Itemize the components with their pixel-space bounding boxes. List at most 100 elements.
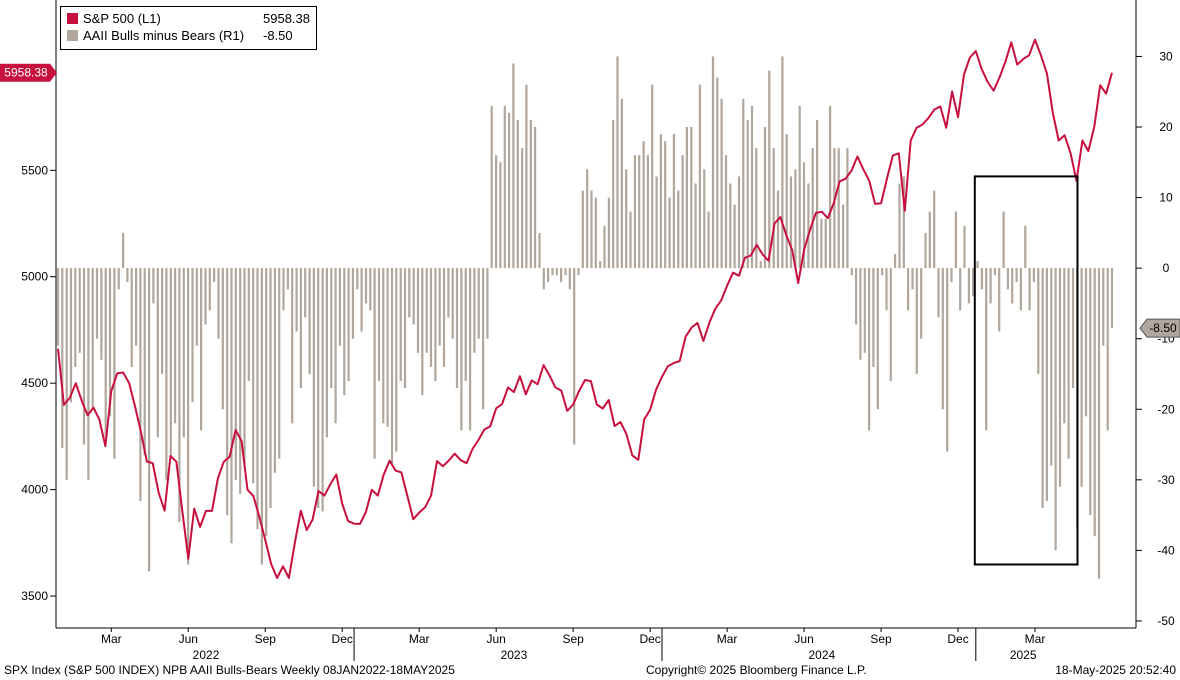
- left-tick-label: 4000: [21, 483, 48, 497]
- aaii-bar: [399, 268, 402, 381]
- aaii-bar: [1032, 268, 1035, 283]
- left-tick-label: 4500: [21, 376, 48, 390]
- aaii-bar: [351, 268, 354, 339]
- aaii-bar: [204, 268, 207, 325]
- x-month-label: Mar: [409, 632, 430, 646]
- aaii-bar: [941, 268, 944, 410]
- aaii-bar: [737, 176, 741, 269]
- aaii-bar: [460, 268, 463, 431]
- aaii-bar: [321, 268, 324, 512]
- aaii-bar: [503, 105, 506, 269]
- aaii-bar: [325, 268, 328, 438]
- aaii-bar: [1050, 268, 1053, 466]
- aaii-bar: [499, 162, 502, 269]
- aaii-bar: [252, 268, 255, 484]
- aaii-bar: [707, 211, 710, 269]
- aaii-bar: [993, 268, 996, 276]
- aaii-bar: [980, 268, 983, 290]
- aaii-bar: [846, 148, 849, 269]
- aaii-bar: [152, 268, 155, 304]
- aaii-bar: [954, 211, 957, 269]
- aaii-bar: [247, 268, 250, 381]
- aaii-bar: [403, 268, 407, 389]
- aaii-bar: [1054, 268, 1057, 551]
- aaii-bar: [729, 183, 732, 269]
- aaii-bar: [672, 134, 675, 269]
- aaii-bar: [885, 268, 888, 311]
- aaii-bar: [230, 268, 233, 544]
- x-month-label: Mar: [1025, 632, 1046, 646]
- aaii-bar: [776, 190, 780, 269]
- aaii-bar: [1071, 268, 1075, 389]
- right-tick-label: 30: [1159, 49, 1173, 63]
- aaii-bar: [295, 268, 298, 332]
- aaii-bar: [382, 268, 385, 424]
- aaii-bar: [425, 268, 428, 353]
- aaii-bar: [911, 268, 914, 290]
- aaii-bar: [100, 268, 103, 360]
- aaii-bar: [221, 268, 224, 410]
- legend-label-aaii: AAII Bulls minus Bears (R1): [83, 28, 245, 43]
- aaii-bar: [490, 105, 493, 269]
- x-year-label: 2022: [193, 648, 220, 662]
- aaii-bar: [976, 261, 979, 269]
- legend-value-aaii: -8.50: [263, 28, 293, 43]
- aaii-bar: [651, 84, 654, 269]
- aaii-bar: [629, 211, 632, 269]
- aaii-bar: [200, 268, 203, 431]
- aaii-bar: [568, 268, 571, 290]
- aaii-bar: [347, 268, 350, 381]
- aaii-bar: [855, 268, 858, 325]
- aaii-bar: [789, 176, 793, 269]
- x-month-label: Mar: [101, 632, 122, 646]
- aaii-bar: [174, 268, 177, 424]
- aaii-bar: [416, 268, 420, 353]
- aaii-bar: [477, 268, 480, 339]
- aaii-bar: [560, 268, 563, 283]
- x-month-label: Sep: [870, 632, 892, 646]
- aaii-bar: [108, 268, 112, 417]
- aaii-bar: [278, 268, 281, 459]
- legend-swatch-aaii: [67, 30, 78, 41]
- aaii-bar: [781, 56, 784, 269]
- aaii-bar: [633, 155, 636, 269]
- aaii-bar: [742, 98, 745, 269]
- aaii-bar: [1045, 268, 1048, 501]
- x-month-label: Jun: [179, 632, 198, 646]
- aaii-bar: [117, 268, 120, 290]
- aaii-bar: [1089, 268, 1092, 516]
- aaii-bar: [668, 197, 671, 269]
- aaii-bar: [898, 183, 901, 269]
- aaii-bar: [373, 268, 376, 459]
- x-month-label: Dec: [947, 632, 968, 646]
- aaii-bar: [664, 141, 667, 269]
- aaii-bar: [217, 268, 220, 339]
- aaii-bar: [317, 268, 320, 508]
- aaii-bar: [772, 148, 775, 269]
- aaii-bar: [61, 268, 64, 448]
- aaii-bar: [794, 169, 797, 269]
- aaii-bar: [334, 268, 337, 424]
- right-tick-label: -30: [1157, 473, 1175, 487]
- aaii-bar: [551, 268, 554, 276]
- aaii-bar: [269, 268, 272, 508]
- aaii-bar: [178, 268, 181, 523]
- aaii-bar: [933, 190, 936, 269]
- aaii-bar: [915, 268, 918, 374]
- aaii-bar: [538, 232, 541, 269]
- aaii-bar: [894, 254, 897, 269]
- aaii-bar: [802, 162, 806, 269]
- legend-item-aaii: AAII Bulls minus Bears (R1) -8.50: [67, 28, 293, 44]
- aaii-bar: [837, 148, 840, 269]
- aaii-bar: [833, 148, 836, 269]
- aaii-bar: [122, 232, 125, 269]
- aaii-bar: [798, 105, 801, 269]
- aaii-bar: [447, 268, 450, 318]
- aaii-bar: [872, 268, 875, 367]
- aaii-bar: [1106, 268, 1109, 431]
- aaii-bar: [555, 268, 558, 276]
- aaii-bar: [759, 261, 762, 269]
- left-tick-label: 5500: [21, 163, 48, 177]
- aaii-bar: [434, 268, 437, 381]
